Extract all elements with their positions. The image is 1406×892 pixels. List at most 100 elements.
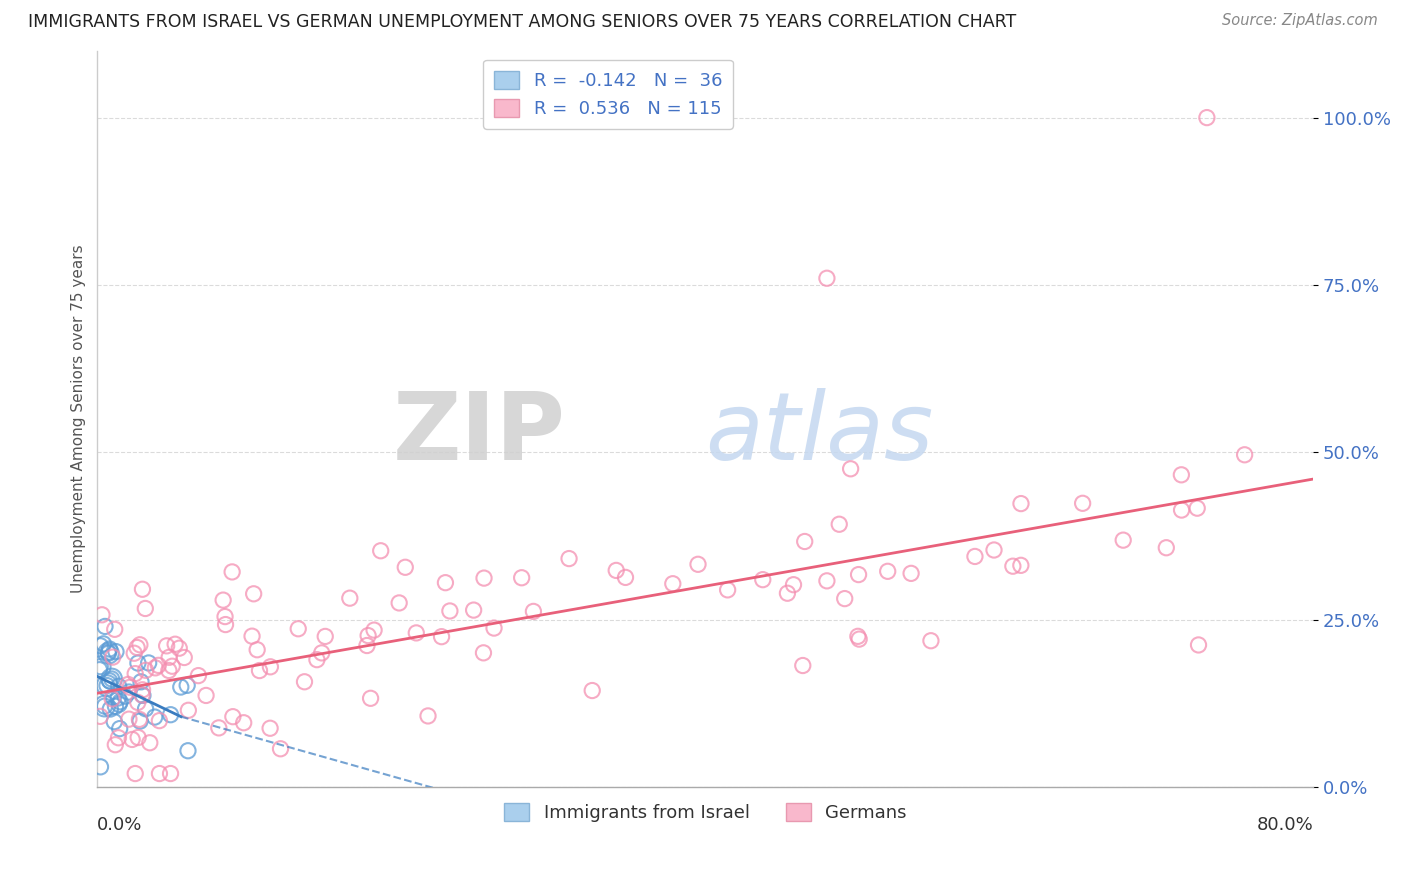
- Point: [815, 271, 838, 285]
- Text: atlas: atlas: [706, 388, 934, 479]
- Point: [222, 709, 245, 723]
- Point: [91, 607, 114, 622]
- Point: [98, 702, 121, 716]
- Point: [122, 646, 145, 660]
- Point: [89, 659, 111, 673]
- Point: [246, 642, 269, 657]
- Point: [177, 744, 200, 758]
- Point: [89, 659, 111, 673]
- Point: [93, 637, 115, 651]
- Point: [357, 629, 380, 643]
- Point: [129, 714, 152, 728]
- Point: [148, 714, 170, 728]
- Point: [128, 638, 150, 652]
- Point: [793, 534, 815, 549]
- Point: [1001, 559, 1024, 574]
- Point: [104, 699, 127, 714]
- Point: [104, 738, 127, 752]
- Point: [1156, 541, 1178, 555]
- Point: [920, 633, 942, 648]
- Point: [828, 517, 851, 532]
- Point: [96, 679, 118, 693]
- Point: [176, 678, 198, 692]
- Point: [815, 574, 838, 588]
- Point: [104, 644, 127, 658]
- Point: [388, 596, 411, 610]
- Point: [108, 698, 131, 712]
- Point: [356, 639, 378, 653]
- Point: [782, 577, 804, 591]
- Point: [662, 576, 685, 591]
- Point: [834, 591, 856, 606]
- Point: [605, 563, 627, 577]
- Point: [101, 650, 124, 665]
- Point: [97, 646, 120, 660]
- Point: [107, 679, 129, 693]
- Point: [846, 629, 869, 643]
- Point: [138, 656, 160, 670]
- Point: [103, 690, 125, 705]
- Point: [370, 543, 392, 558]
- Point: [97, 645, 120, 659]
- Point: [96, 679, 118, 693]
- Point: [259, 721, 281, 735]
- Point: [100, 672, 122, 686]
- Point: [983, 543, 1005, 558]
- Point: [127, 640, 149, 655]
- Text: IMMIGRANTS FROM ISRAEL VS GERMAN UNEMPLOYMENT AMONG SENIORS OVER 75 YEARS CORREL: IMMIGRANTS FROM ISRAEL VS GERMAN UNEMPLO…: [28, 13, 1017, 31]
- Point: [294, 674, 316, 689]
- Point: [214, 609, 236, 624]
- Point: [558, 551, 581, 566]
- Point: [614, 570, 637, 584]
- Point: [839, 462, 862, 476]
- Point: [104, 623, 127, 637]
- Point: [160, 659, 183, 673]
- Point: [143, 661, 166, 675]
- Point: [1010, 558, 1032, 573]
- Point: [394, 560, 416, 574]
- Point: [128, 712, 150, 726]
- Point: [143, 710, 166, 724]
- Point: [1187, 638, 1209, 652]
- Point: [134, 601, 156, 615]
- Point: [131, 682, 153, 697]
- Point: [717, 582, 740, 597]
- Point: [1170, 503, 1192, 517]
- Point: [430, 630, 453, 644]
- Point: [876, 564, 898, 578]
- Point: [405, 626, 427, 640]
- Legend: Immigrants from Israel, Germans: Immigrants from Israel, Germans: [496, 796, 914, 830]
- Point: [482, 621, 505, 635]
- Point: [212, 593, 235, 607]
- Point: [1010, 497, 1032, 511]
- Point: [117, 677, 139, 691]
- Point: [187, 668, 209, 682]
- Point: [159, 707, 181, 722]
- Point: [177, 703, 200, 717]
- Point: [107, 690, 129, 705]
- Point: [752, 573, 775, 587]
- Point: [270, 741, 292, 756]
- Point: [848, 632, 870, 646]
- Point: [127, 656, 149, 670]
- Point: [98, 673, 121, 688]
- Point: [214, 617, 236, 632]
- Point: [156, 639, 179, 653]
- Point: [339, 591, 361, 606]
- Point: [416, 709, 439, 723]
- Point: [1170, 467, 1192, 482]
- Point: [131, 688, 153, 702]
- Point: [93, 699, 115, 714]
- Point: [89, 639, 111, 653]
- Point: [1195, 111, 1218, 125]
- Point: [173, 650, 195, 665]
- Point: [89, 760, 111, 774]
- Point: [472, 571, 495, 585]
- Point: [103, 714, 125, 729]
- Point: [107, 731, 129, 745]
- Point: [127, 695, 149, 709]
- Point: [776, 586, 799, 600]
- Point: [249, 664, 271, 678]
- Point: [363, 623, 385, 637]
- Point: [94, 619, 117, 633]
